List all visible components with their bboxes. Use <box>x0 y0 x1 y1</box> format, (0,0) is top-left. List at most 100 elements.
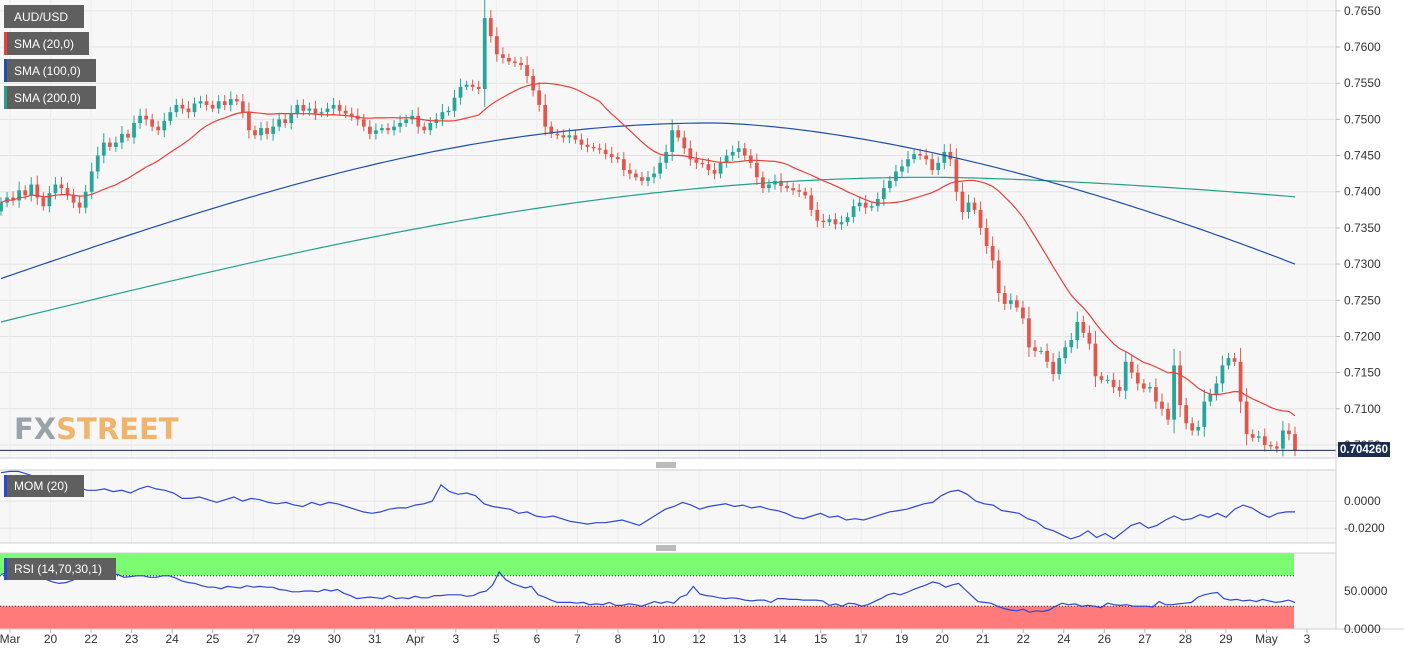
candle <box>1172 348 1176 434</box>
candle-body <box>1105 379 1110 381</box>
candle-body <box>144 115 148 120</box>
candle <box>640 171 644 186</box>
legend-sma100[interactable]: SMA (100,0) <box>4 59 96 82</box>
legend-sma20-bg <box>4 32 89 55</box>
candle <box>1293 426 1297 457</box>
candle <box>863 194 868 215</box>
candle-body <box>676 130 681 138</box>
candle <box>930 153 935 175</box>
candle <box>676 125 681 142</box>
candle <box>996 249 1001 303</box>
candle-body <box>573 135 578 140</box>
candle-body <box>337 104 342 111</box>
candle-body <box>1148 387 1152 389</box>
candle-body <box>1027 318 1031 348</box>
candle-body <box>845 217 850 223</box>
candle-body <box>1099 376 1104 380</box>
candle-body <box>555 133 560 136</box>
resize-handle-rsi[interactable] <box>656 545 676 551</box>
candle <box>422 122 427 134</box>
candle-body <box>525 65 529 76</box>
candle <box>682 130 687 154</box>
candle <box>779 173 783 193</box>
candle <box>482 0 487 107</box>
candle <box>730 145 735 161</box>
sma100-line <box>0 122 1296 280</box>
legend-sma20[interactable]: SMA (20,0) <box>4 32 89 55</box>
candle-body <box>803 191 808 196</box>
candle-body <box>603 149 608 155</box>
candle-body <box>857 202 862 207</box>
candle <box>59 177 64 195</box>
candle-body <box>609 154 614 158</box>
candle-body <box>398 123 402 127</box>
candle-body <box>247 112 251 131</box>
candle-body <box>1141 383 1146 389</box>
candle-body <box>53 184 58 194</box>
candle-body <box>621 159 626 171</box>
rsi-series <box>0 570 1296 613</box>
legend-rsi[interactable]: RSI (14,70,30,1) <box>4 558 116 580</box>
legend-symbol[interactable]: AUD/USD <box>4 5 84 28</box>
candle-body <box>507 57 511 62</box>
candle <box>404 114 409 127</box>
candle-body <box>295 104 300 114</box>
candle-body <box>301 104 306 111</box>
candle-body <box>192 103 197 113</box>
candle <box>1196 420 1201 436</box>
candle <box>912 149 916 164</box>
candle-body <box>77 202 82 208</box>
candle <box>627 163 632 180</box>
price-tick-label: 0.7350 <box>1344 221 1381 235</box>
candle-body <box>29 184 34 196</box>
candle <box>767 179 771 193</box>
candle <box>1111 372 1116 393</box>
candle <box>1099 372 1104 384</box>
candle <box>785 181 789 192</box>
candle-body <box>930 159 935 171</box>
candle-body <box>942 151 947 163</box>
time-tick-label: 3 <box>453 632 460 646</box>
legend-mom[interactable]: MOM (20) <box>4 475 84 497</box>
candle <box>253 125 257 140</box>
candle-body <box>488 18 493 37</box>
resize-handle-mom[interactable] <box>656 462 676 468</box>
candle <box>718 157 723 179</box>
candle-body <box>331 104 336 109</box>
candle <box>198 95 203 109</box>
candle-body <box>1087 332 1092 344</box>
time-tick-label: 31 <box>368 632 382 646</box>
candle-body <box>881 188 886 199</box>
candle <box>609 146 614 164</box>
candle-body <box>658 162 662 174</box>
candle-body <box>863 202 868 208</box>
legend-mom-label: MOM (20) <box>14 479 68 493</box>
candle-body <box>754 162 759 178</box>
candle <box>1069 332 1074 354</box>
candle-body <box>126 133 130 138</box>
candle-body <box>168 112 173 121</box>
candle <box>186 101 191 119</box>
legend-sma200[interactable]: SMA (200,0) <box>4 86 96 109</box>
candle-body <box>1135 372 1140 384</box>
candle-body <box>440 112 445 120</box>
candle <box>265 121 269 140</box>
candle <box>658 156 662 179</box>
candle-body <box>83 191 88 208</box>
legend-sma100-label: SMA (100,0) <box>14 64 81 78</box>
time-tick-label: 20 <box>936 632 950 646</box>
time-tick-label: 27 <box>247 632 261 646</box>
candle <box>1087 325 1092 350</box>
candle-body <box>996 260 1001 294</box>
rsi-bands <box>0 553 1294 629</box>
candle <box>210 100 215 113</box>
candle-body <box>1123 361 1128 391</box>
candle-body <box>579 139 584 145</box>
candle-body <box>343 110 348 114</box>
candle-body <box>234 99 239 102</box>
candle <box>446 106 451 116</box>
candle <box>1268 441 1273 450</box>
candlesticks <box>0 0 1297 457</box>
time-tick-label: Apr <box>406 632 425 646</box>
legend-sma200-bg <box>4 86 96 109</box>
